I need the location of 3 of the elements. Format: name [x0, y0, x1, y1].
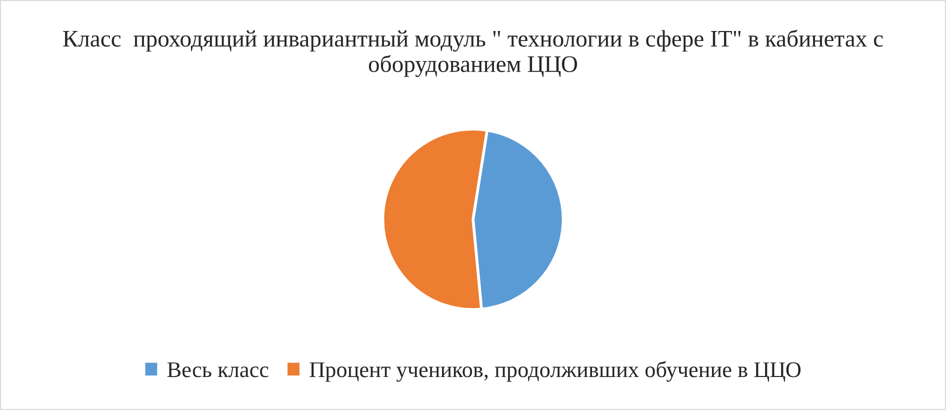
legend-label: Процент учеников, продолживших обучение в ЦЦО [310, 361, 801, 382]
legend-label: Весь класс [167, 362, 268, 378]
chart-title: Класс проходящий инвариантный модуль " технологии в сфере IT" в кабинетах с оборудованием ЦЦО [63, 30, 883, 77]
